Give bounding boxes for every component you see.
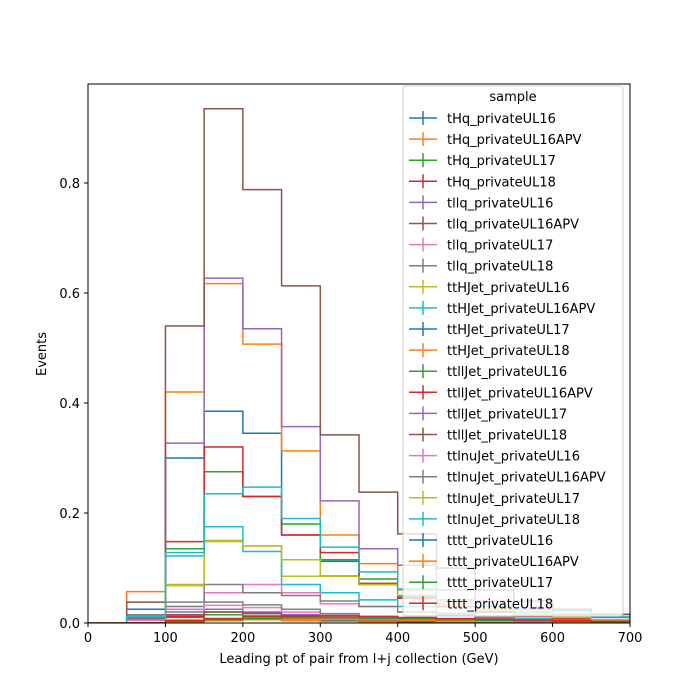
legend-frame [402,85,624,617]
legend-label: tllq_privateUL18 [447,260,553,275]
legend-entry: ttHJet_privateUL16 [409,279,570,296]
legend-entry: tHq_privateUL16APV [409,132,582,148]
legend-entry: ttHJet_privateUL16APV [409,300,595,317]
y-tick-label: 0.2 [59,507,80,522]
legend-label: ttllJet_privateUL17 [447,407,567,422]
legend-entry: tllq_privateUL16APV [409,216,579,233]
legend-label: ttllJet_privateUL16APV [447,386,593,401]
legend-label: tHq_privateUL18 [447,175,556,190]
legend-entry: ttllJet_privateUL17 [409,406,567,422]
legend-label: ttHJet_privateUL18 [447,344,570,359]
histogram-series-tttt_privateUL18 [88,615,630,623]
legend-label: ttHJet_privateUL16 [447,281,570,296]
legend-label: ttlnuJet_privateUL16APV [447,471,606,486]
legend-label: tllq_privateUL17 [447,239,553,254]
legend-label: ttlnuJet_privateUL17 [447,492,580,507]
legend-label: tHq_privateUL16 [447,112,556,127]
legend-label: ttlnuJet_privateUL18 [447,513,580,528]
legend-entry: tHq_privateUL17 [409,153,556,169]
legend-entry: ttlnuJet_privateUL18 [409,511,580,528]
legend-label: ttHJet_privateUL17 [447,323,570,338]
x-tick-label: 500 [463,631,488,646]
legend-entry: ttllJet_privateUL16 [409,364,567,380]
y-tick-label: 0.6 [59,287,80,302]
legend-entry: tllq_privateUL16 [409,195,553,211]
legend-entry: tHq_privateUL18 [409,174,556,190]
legend-label: tllq_privateUL16 [447,196,553,211]
x-tick-label: 600 [540,631,565,646]
legend-entry: tttt_privateUL17 [409,575,553,591]
legend-label: tllq_privateUL16APV [447,218,579,233]
legend-entry: tttt_privateUL18 [409,596,553,612]
legend-entry: ttHJet_privateUL18 [409,343,570,359]
y-tick-label: 0.0 [59,617,80,632]
legend-entry: tHq_privateUL16 [409,111,556,127]
x-axis-label: Leading pt of pair from l+j collection (… [219,652,498,667]
x-axis-ticks: 0 100 200 300 400 500 600 700 [84,623,643,646]
legend-label: tttt_privateUL16APV [447,555,579,570]
plot-frame [87,83,631,624]
legend-entry: ttllJet_privateUL16APV [409,385,593,401]
x-tick-label: 400 [385,631,410,646]
legend-entry: ttlnuJet_privateUL16APV [409,469,606,486]
legend-entries: tHq_privateUL16 tHq_privateUL16APV tHq_pri… [409,111,606,612]
legend-entry: tttt_privateUL16 [409,533,553,549]
x-tick-label: 700 [618,631,643,646]
legend-entry: ttllJet_privateUL18 [409,427,567,444]
legend-label: ttllJet_privateUL18 [447,429,567,444]
legend-entry: ttlnuJet_privateUL16 [409,448,580,465]
y-tick-label: 0.4 [59,397,80,412]
legend-label: tttt_privateUL18 [447,597,553,612]
x-tick-label: 300 [308,631,333,646]
y-tick-label: 0.8 [59,177,80,192]
legend-label: tttt_privateUL17 [447,576,553,591]
legend-entry: ttlnuJet_privateUL17 [409,490,580,507]
x-tick-label: 0 [84,631,92,646]
legend-entry: tllq_privateUL17 [409,237,553,254]
legend-title: sample [489,90,536,105]
legend-entry: tllq_privateUL18 [409,258,553,275]
histogram-series-tllq_privateUL18 [88,601,630,623]
legend: sample tHq_privateUL16 tHq_privateUL16APV… [402,85,624,617]
legend-label: tHq_privateUL17 [447,154,556,169]
x-tick-label: 200 [230,631,255,646]
x-tick-label: 100 [153,631,178,646]
legend-entry: ttHJet_privateUL17 [409,322,570,338]
legend-entry: tttt_privateUL16APV [409,554,579,570]
legend-label: tHq_privateUL16APV [447,133,582,148]
legend-label: tttt_privateUL16 [447,534,553,549]
legend-label: ttlnuJet_privateUL16 [447,450,580,465]
legend-label: ttHJet_privateUL16APV [447,302,595,317]
y-axis-ticks: 0.0 0.2 0.4 0.6 0.8 [59,177,88,632]
legend-label: ttllJet_privateUL16 [447,365,567,380]
y-axis-label: Events [35,332,50,376]
